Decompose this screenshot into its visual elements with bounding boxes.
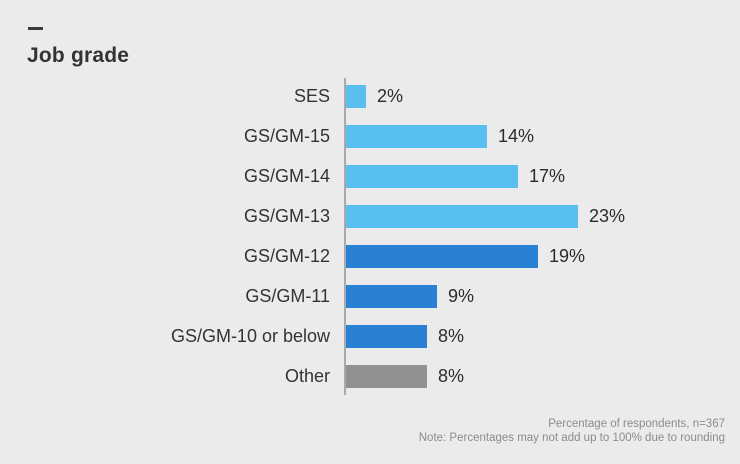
category-label: GS/GM-10 or below [170,325,330,346]
bar-ses [346,84,366,108]
bar-row: SES 2% [0,76,740,116]
bar-row: GS/GM-11 9% [0,276,740,316]
bar-row: Other 8% [0,356,740,396]
title-dash-icon [28,27,43,30]
category-label: GS/GM-14 [243,165,330,186]
footnote: Percentage of respondents, n=367 Note: P… [419,418,725,445]
value-label: 2% [377,85,404,106]
category-label: GS/GM-13 [243,205,330,226]
footnote-line-1: Percentage of respondents, n=367 [548,418,725,430]
value-label: 8% [438,325,465,346]
value-label: 9% [448,285,475,306]
value-label: 19% [549,245,586,266]
bar-row: GS/GM-10 or below 8% [0,316,740,356]
bar-row: GS/GM-15 14% [0,116,740,156]
value-label: 8% [438,365,465,386]
bar-gsgm12 [346,244,538,268]
value-label: 23% [589,205,626,226]
category-label: SES [293,85,330,106]
value-label: 14% [498,125,535,146]
bar-gsgm13 [346,204,578,228]
footnote-line-2: Note: Percentages may not add up to 100%… [418,431,725,444]
bar-gsgm14 [346,164,518,188]
category-label: GS/GM-15 [243,125,330,146]
category-label: GS/GM-12 [243,245,330,266]
category-label: GS/GM-11 [245,285,330,306]
y-axis-line [344,78,346,395]
bar-row: GS/GM-12 19% [0,236,740,276]
bar-other [346,364,427,388]
bar-gsgm11 [346,284,437,308]
bar-row: GS/GM-13 23% [0,196,740,236]
value-label: 17% [529,165,566,186]
category-label: Other [284,365,330,386]
bar-chart: SES 2% GS/GM-15 14% GS/GM-14 17% GS/GM-1… [0,76,740,396]
bar-gsgm15 [346,124,487,148]
bar-row: GS/GM-14 17% [0,156,740,196]
bar-gsgm10-or-below [346,324,427,348]
page-title: Job grade [27,44,130,67]
